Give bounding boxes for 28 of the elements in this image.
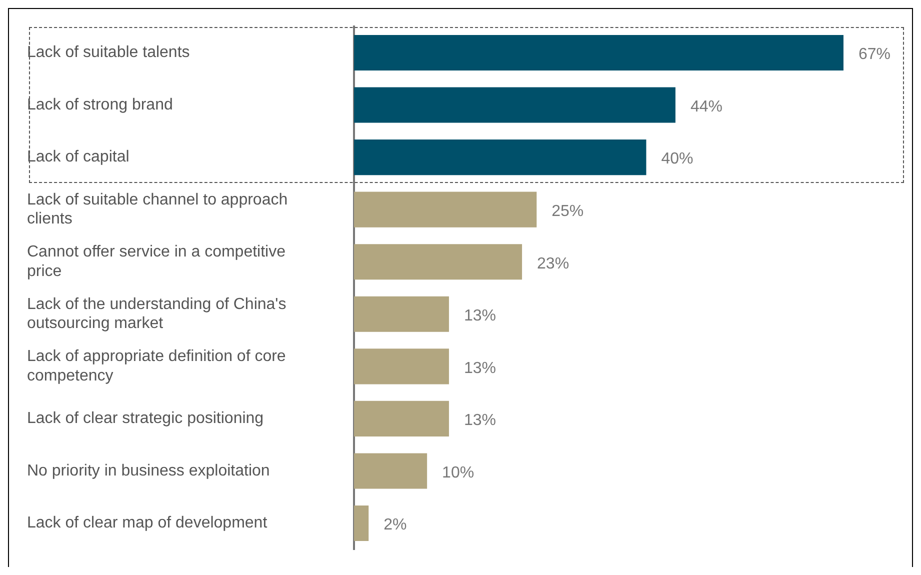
y-tick-label: Lack of suitable talents (27, 44, 190, 62)
data-label: 13% (464, 360, 496, 377)
bar (354, 348, 449, 384)
data-label: 23% (537, 255, 570, 272)
bar (354, 140, 646, 176)
y-tick-label: No priority in business exploitation (27, 462, 270, 480)
bar (354, 453, 428, 489)
y-tick-label: Lack of the understanding of China's outsourcing market (27, 296, 286, 332)
data-label: 67% (858, 46, 891, 64)
y-tick-label: Lack of appropriate definition of core competency (27, 348, 286, 384)
bar (354, 296, 449, 332)
data-label: 40% (661, 150, 694, 168)
data-label: 25% (552, 202, 584, 220)
data-label: 2% (384, 516, 407, 534)
bar (354, 87, 676, 123)
y-tick-label: Lack of clear map of development (27, 514, 268, 532)
bar (354, 400, 449, 436)
data-label: 13% (464, 308, 496, 325)
data-label: 44% (690, 98, 722, 116)
y-tick-label: Lack of suitable channel to approach clients (27, 191, 288, 228)
bar (354, 244, 522, 280)
y-tick-label: Lack of clear strategic positioning (27, 410, 264, 428)
data-label: 13% (464, 412, 496, 430)
bar (354, 505, 369, 542)
y-tick-label: Cannot offer service in a competitive price (27, 244, 286, 280)
bar (354, 192, 537, 228)
data-label: 10% (442, 464, 474, 482)
bar (354, 34, 844, 71)
